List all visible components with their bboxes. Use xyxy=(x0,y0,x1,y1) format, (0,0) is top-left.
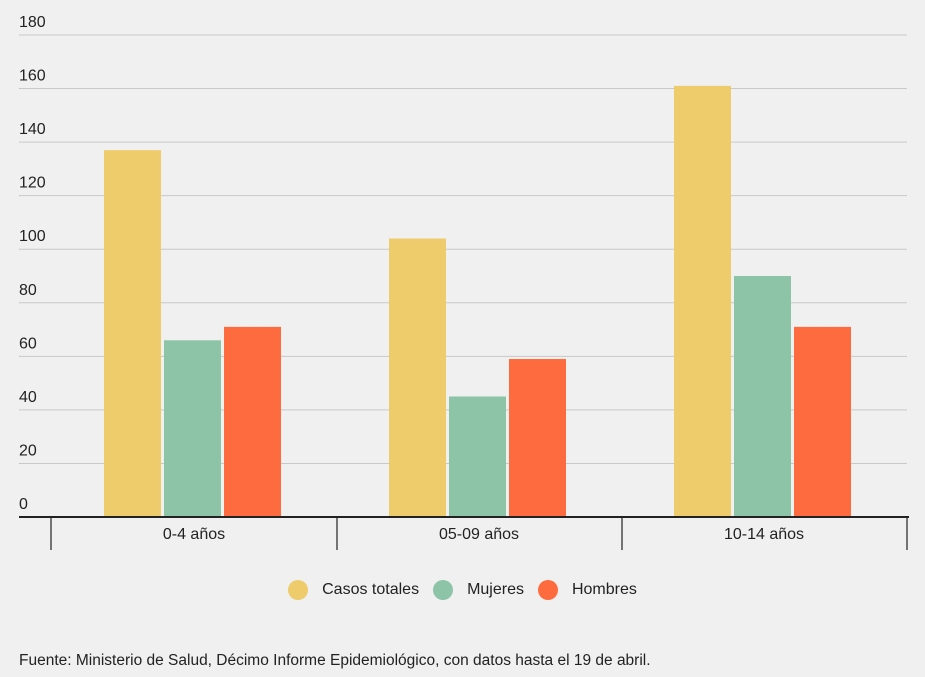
y-tick-label: 100 xyxy=(19,228,46,245)
x-tick-label: 0-4 años xyxy=(163,526,225,543)
bars xyxy=(104,85,851,517)
y-tick-label: 80 xyxy=(19,282,37,299)
bar-casos-totales-1 xyxy=(389,238,446,517)
y-tick-label: 0 xyxy=(19,496,28,513)
legend-item-casos-totales: Casos totales xyxy=(288,580,419,600)
x-tick-label: 10-14 años xyxy=(724,526,804,543)
bar-mujeres-1 xyxy=(449,396,506,517)
legend-label-casos-totales: Casos totales xyxy=(322,581,420,598)
y-axis-labels: 0 20 40 60 80 100 120 140 160 180 xyxy=(19,14,46,513)
x-tick-label: 05-09 años xyxy=(439,526,519,543)
bar-hombres-0 xyxy=(224,326,281,517)
y-tick-label: 180 xyxy=(19,14,46,31)
bar-mujeres-0 xyxy=(164,340,221,517)
y-tick-label: 160 xyxy=(19,68,46,85)
y-tick-label: 40 xyxy=(19,389,37,406)
legend-label-hombres: Hombres xyxy=(571,581,637,598)
legend-item-mujeres: Mujeres xyxy=(433,580,524,600)
source-note: Fuente: Ministerio de Salud, Décimo Info… xyxy=(19,652,651,669)
bar-hombres-1 xyxy=(509,359,566,517)
bar-casos-totales-0 xyxy=(104,150,161,517)
y-tick-label: 20 xyxy=(19,442,37,459)
legend-swatch-mujeres xyxy=(433,580,454,600)
bar-chart: 0 20 40 60 80 100 120 140 160 180 0-4 años 05-09 a… xyxy=(19,14,909,550)
legend-swatch-casos-totales xyxy=(288,580,309,600)
bar-mujeres-2 xyxy=(734,276,791,517)
x-axis-labels: 0-4 años 05-09 años 10-14 años xyxy=(163,526,804,543)
legend-swatch-hombres xyxy=(537,580,558,600)
legend-item-hombres: Hombres xyxy=(537,580,637,600)
legend-label-mujeres: Mujeres xyxy=(467,581,524,598)
x-axis xyxy=(19,516,909,550)
bar-casos-totales-2 xyxy=(674,85,731,517)
legend: Casos totales Mujeres Hombres xyxy=(0,580,925,600)
y-tick-label: 60 xyxy=(19,335,37,352)
bar-hombres-2 xyxy=(794,326,851,517)
y-tick-label: 120 xyxy=(19,175,46,192)
y-tick-label: 140 xyxy=(19,121,46,138)
